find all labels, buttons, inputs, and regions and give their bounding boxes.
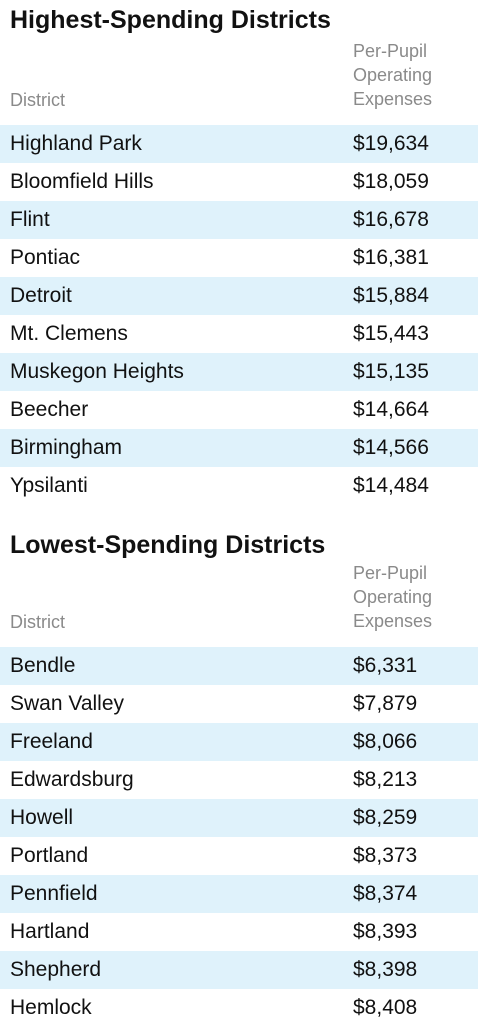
lowest-spending-table: Lowest-Spending Districts District Per-P… [0, 505, 480, 1027]
per-pupil-expense: $14,484 [353, 474, 429, 497]
table-header: District Per-Pupil Operating Expenses [0, 560, 480, 647]
table-row: Flint $16,678 [0, 201, 478, 239]
table-row: Pontiac $16,381 [0, 239, 478, 277]
per-pupil-expense: $15,135 [353, 360, 429, 383]
district-name: Beecher [10, 398, 89, 421]
district-name: Freeland [10, 730, 93, 753]
expenses-column-header: Per-Pupil Operating Expenses [353, 561, 473, 633]
district-column-header: District [10, 612, 65, 632]
per-pupil-expense: $14,664 [353, 398, 429, 421]
per-pupil-expense: $8,398 [353, 958, 418, 981]
table-header: District Per-Pupil Operating Expenses [0, 35, 480, 125]
district-name: Portland [10, 844, 89, 867]
expenses-header-line: Per-Pupil [353, 563, 428, 583]
district-name: Shepherd [10, 958, 102, 981]
table-row: Beecher $14,664 [0, 391, 478, 429]
district-name: Bloomfield Hills [10, 170, 154, 193]
table-row: Freeland $8,066 [0, 723, 478, 761]
district-name: Ypsilanti [10, 474, 88, 497]
district-name: Pontiac [10, 246, 81, 269]
per-pupil-expense: $16,381 [353, 246, 429, 269]
expenses-header-line: Expenses [353, 89, 433, 109]
table-title: Highest-Spending Districts [10, 5, 331, 34]
per-pupil-expense: $15,443 [353, 322, 429, 345]
table-row: Swan Valley $7,879 [0, 685, 478, 723]
highest-spending-table: Highest-Spending Districts District Per-… [0, 0, 480, 505]
district-column-header: District [10, 90, 65, 110]
per-pupil-expense: $14,566 [353, 436, 429, 459]
district-name: Howell [10, 806, 74, 829]
table-row: Bendle $6,331 [0, 647, 478, 685]
district-name: Hemlock [10, 996, 92, 1019]
district-name: Birmingham [10, 436, 123, 459]
per-pupil-expense: $8,259 [353, 806, 418, 829]
district-name: Swan Valley [10, 692, 125, 715]
district-name: Bendle [10, 654, 76, 677]
table-row: Mt. Clemens $15,443 [0, 315, 478, 353]
district-name: Hartland [10, 920, 90, 943]
per-pupil-expense: $8,373 [353, 844, 418, 867]
table-row: Portland $8,373 [0, 837, 478, 875]
table-row: Highland Park $19,634 [0, 125, 478, 163]
district-name: Highland Park [10, 132, 142, 155]
table-row: Edwardsburg $8,213 [0, 761, 478, 799]
table-row: Shepherd $8,398 [0, 951, 478, 989]
district-name: Muskegon Heights [10, 360, 184, 383]
table-row: Howell $8,259 [0, 799, 478, 837]
district-name: Mt. Clemens [10, 322, 128, 345]
table-row: Bloomfield Hills $18,059 [0, 163, 478, 201]
table-body: Highland Park $19,634 Bloomfield Hills $18,… [0, 125, 480, 505]
table-row: Hartland $8,393 [0, 913, 478, 951]
expenses-header-line: Per-Pupil [353, 41, 428, 61]
per-pupil-expense: $19,634 [353, 132, 429, 155]
per-pupil-expense: $6,331 [353, 654, 418, 677]
per-pupil-expense: $8,393 [353, 920, 418, 943]
expenses-header-line: Operating [353, 587, 433, 607]
table-row: Muskegon Heights $15,135 [0, 353, 478, 391]
per-pupil-expense: $7,879 [353, 692, 418, 715]
table-row: Birmingham $14,566 [0, 429, 478, 467]
table-row: Pennfield $8,374 [0, 875, 478, 913]
table-body: Bendle $6,331 Swan Valley $7,879 Freeland $8,… [0, 647, 480, 1027]
per-pupil-expense: $18,059 [353, 170, 429, 193]
table-row: Detroit $15,884 [0, 277, 478, 315]
per-pupil-expense: $8,374 [353, 882, 418, 905]
per-pupil-expense: $8,213 [353, 768, 418, 791]
district-name: Edwardsburg [10, 768, 134, 791]
table-row: Ypsilanti $14,484 [0, 467, 478, 505]
expenses-header-line: Expenses [353, 611, 433, 631]
district-name: Flint [10, 208, 50, 231]
expenses-header-line: Operating [353, 65, 433, 85]
per-pupil-expense: $15,884 [353, 284, 429, 307]
table-row: Hemlock $8,408 [0, 989, 478, 1027]
per-pupil-expense: $16,678 [353, 208, 429, 231]
district-name: Detroit [10, 284, 72, 307]
per-pupil-expense: $8,066 [353, 730, 418, 753]
table-title: Lowest-Spending Districts [10, 530, 326, 559]
expenses-column-header: Per-Pupil Operating Expenses [353, 39, 473, 111]
district-name: Pennfield [10, 882, 98, 905]
per-pupil-expense: $8,408 [353, 996, 418, 1019]
